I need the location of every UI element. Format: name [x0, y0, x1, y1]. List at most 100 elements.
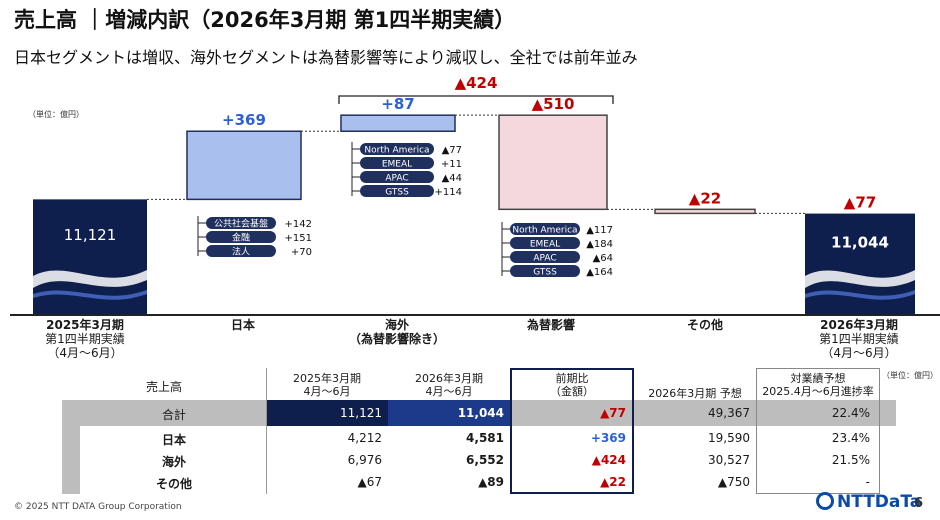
curr-total-cell-bg	[388, 400, 510, 426]
bar-value-label: +369	[222, 111, 266, 129]
table-unit-label: （単位：億円）	[882, 371, 938, 380]
fx-breakdown-tag	[510, 251, 580, 263]
bar-value-label: ▲510	[532, 95, 575, 113]
fx-breakdown-tag-value: ▲64	[593, 253, 613, 264]
ntt-data-logo: NTTDaTa	[816, 492, 921, 512]
row-group-bar	[62, 426, 80, 494]
fx-breakdown-tag-value: ▲164	[586, 267, 613, 278]
page-title: 売上高 ｜増減内訳（2026年3月期 第1四半期実績）	[14, 8, 516, 32]
cat-line-1: 海外	[384, 318, 409, 332]
row-overseas-prev: 6,976	[347, 453, 382, 467]
waterfall-bar	[498, 114, 608, 211]
bar-value-label: ▲22	[689, 189, 721, 207]
cat-line-3: （4月～6月）	[47, 346, 123, 360]
waterfall-bar	[654, 208, 756, 215]
overseas-breakdown-tag-label: North America	[364, 146, 429, 156]
japan-breakdown-tag	[206, 231, 276, 243]
overseas-breakdown-tag-value: +114	[435, 187, 462, 198]
row-overseas-diff: ▲424	[591, 453, 626, 467]
waterfall-bar	[805, 213, 915, 314]
overseas-breakdown-tag-value: ▲77	[442, 145, 462, 156]
japan-breakdown-tag	[206, 245, 276, 257]
chart-unit-label: （単位：億円）	[28, 110, 84, 119]
header-prev: 2025年3月期 4月～6月	[266, 372, 388, 398]
fx-breakdown-tag	[510, 237, 580, 249]
page-number: 6	[914, 496, 924, 511]
row-overseas-curr: 6,552	[466, 453, 504, 467]
bar-wave-decoration	[805, 290, 915, 300]
fx-breakdown-tag	[510, 265, 580, 277]
cat-line-1: 為替影響	[526, 318, 575, 332]
fx-breakdown-tag-label: North America	[512, 226, 577, 236]
category-label-japan: 日本	[168, 318, 318, 332]
row-japan-forecast: 19,590	[708, 431, 750, 445]
cat-line-2: 第1四半期実績	[45, 332, 125, 346]
overseas-breakdown-tag-label: EMEAL	[382, 160, 412, 170]
bar-value-inside: 11,044	[831, 233, 889, 251]
cat-line-2: 第1四半期実績	[819, 332, 899, 346]
row-total-progress: 22.4%	[831, 406, 870, 420]
fx-breakdown-tag-value: ▲184	[586, 239, 613, 250]
header-diff: 前期比 （金額）	[510, 372, 634, 398]
overseas-bracket	[338, 95, 614, 104]
bar-value-inside: 11,121	[64, 226, 117, 244]
row-japan-progress: 23.4%	[831, 431, 870, 445]
row-overseas-forecast: 30,527	[708, 453, 750, 467]
japan-breakdown-tag-label: 公共社会基盤	[214, 218, 268, 230]
row-other-label: その他	[155, 477, 192, 491]
table-corner-label: 売上高	[145, 380, 182, 394]
row-overseas-progress: 21.5%	[831, 453, 870, 467]
category-label-curr-period: 2026年3月期 第1四半期実績 （4月～6月）	[784, 318, 934, 360]
japan-breakdown-tag-label: 金融	[232, 232, 250, 244]
bar-value-label: +87	[381, 95, 414, 113]
total-change-label: ▲77	[844, 194, 876, 212]
header-progress-l1: 対業績予想	[790, 372, 846, 385]
japan-breakdown-tag-value: +151	[285, 233, 312, 244]
overseas-breakdown-tag-value: +11	[441, 159, 462, 170]
overseas-breakdown-tag-value: ▲44	[442, 173, 462, 184]
row-other-diff: ▲22	[600, 475, 626, 489]
waterfall-chart: 11,121 +369 +87 ▲510 ▲22 11,044 ▲77 ▲424 公共社会基盤 +…	[33, 74, 915, 314]
row-overseas-label: 海外	[161, 455, 186, 469]
diff-column-frame	[510, 368, 634, 494]
col-divider	[266, 368, 267, 494]
row-total-forecast: 49,367	[708, 406, 750, 420]
row-japan-prev: 4,212	[347, 431, 382, 445]
category-label-prev-period: 2025年3月期 第1四半期実績 （4月～6月）	[10, 318, 160, 360]
logo-mark-icon	[816, 492, 834, 510]
row-total-curr: 11,044	[457, 406, 504, 420]
header-curr: 2026年3月期 4月～6月	[388, 372, 510, 398]
prev-total-cell-bg	[266, 400, 388, 426]
row-japan-curr: 4,581	[466, 431, 504, 445]
header-diff-l2: （金額）	[550, 385, 594, 398]
header-forecast: 2026年3月期 予想	[648, 387, 742, 400]
waterfall-bar	[340, 114, 456, 132]
fx-breakdown-tag-label: EMEAL	[530, 240, 560, 250]
row-japan-label: 日本	[161, 433, 186, 447]
row-other-curr: ▲89	[478, 475, 504, 489]
overseas-breakdown-tag	[360, 143, 434, 155]
japan-breakdown-tag	[206, 217, 276, 229]
row-other-forecast: ▲750	[717, 475, 750, 489]
header-prev-l2: 4月～6月	[303, 385, 351, 398]
header-prev-l1: 2025年3月期	[293, 372, 361, 385]
header-progress-l2: 2025.4月～6月進捗率	[762, 385, 874, 398]
bar-wave-decoration	[33, 270, 147, 288]
overseas-breakdown-tag-label: GTSS	[385, 188, 409, 198]
japan-breakdown-tag-label: 法人	[232, 246, 250, 258]
fx-breakdown-tag-label: GTSS	[533, 268, 557, 278]
chart-baseline	[10, 314, 940, 316]
cat-line-1: 2025年3月期	[46, 318, 124, 332]
bar-wave-decoration	[33, 290, 147, 300]
row-other-prev: ▲67	[357, 475, 383, 489]
header-curr-l1: 2026年3月期	[415, 372, 483, 385]
waterfall-bar	[186, 130, 302, 201]
japan-breakdown-tag-value: +142	[285, 219, 312, 230]
page-subtitle: 日本セグメントは増収、海外セグメントは為替影響等により減収し、全社では前年並み	[14, 48, 638, 67]
logo-text: NTTDaTa	[837, 492, 922, 512]
overseas-breakdown-tag	[360, 171, 434, 183]
cat-line-3: （4月～6月）	[821, 346, 897, 360]
copyright-text: © 2025 NTT DATA Group Corporation	[14, 502, 182, 512]
cat-line-1: 日本	[230, 318, 255, 332]
header-diff-l1: 前期比	[555, 372, 589, 385]
